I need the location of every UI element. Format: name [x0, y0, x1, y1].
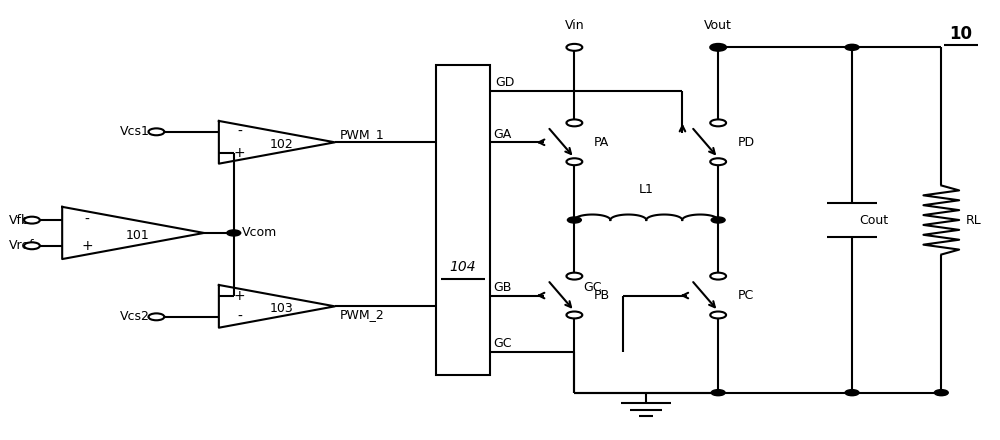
Text: PWM_1: PWM_1 [340, 128, 385, 141]
Text: Vref: Vref [9, 239, 35, 252]
Text: +: + [234, 289, 245, 303]
Text: PC: PC [738, 289, 754, 302]
Text: -: - [237, 125, 242, 139]
Text: 102: 102 [270, 138, 294, 151]
Circle shape [710, 273, 726, 279]
Circle shape [710, 44, 726, 51]
Circle shape [710, 312, 726, 319]
Circle shape [710, 119, 726, 126]
Circle shape [567, 217, 581, 223]
Circle shape [934, 390, 948, 396]
Text: PWM_2: PWM_2 [340, 308, 385, 321]
Circle shape [845, 44, 859, 50]
Text: PD: PD [738, 136, 755, 149]
Circle shape [148, 313, 164, 320]
Text: PB: PB [594, 289, 610, 302]
Text: Cout: Cout [859, 213, 888, 227]
Text: +: + [234, 146, 245, 160]
Circle shape [566, 44, 582, 51]
Text: Vcom: Vcom [242, 227, 277, 239]
Circle shape [711, 217, 725, 223]
Text: PA: PA [594, 136, 609, 149]
Text: RL: RL [966, 213, 982, 227]
Text: Vcs2: Vcs2 [120, 310, 150, 323]
Circle shape [148, 128, 164, 135]
Text: GB: GB [493, 281, 511, 294]
Circle shape [24, 216, 40, 224]
Circle shape [710, 158, 726, 165]
Text: 103: 103 [270, 302, 294, 315]
Text: 104: 104 [450, 260, 476, 274]
Circle shape [711, 44, 725, 50]
Text: L1: L1 [639, 183, 654, 196]
Text: Vfb: Vfb [9, 214, 30, 227]
Text: +: + [81, 239, 93, 253]
Text: -: - [237, 310, 242, 324]
Circle shape [566, 273, 582, 279]
Circle shape [845, 390, 859, 396]
Text: GC: GC [493, 337, 512, 350]
Circle shape [711, 390, 725, 396]
Text: Vout: Vout [704, 19, 732, 32]
Circle shape [566, 158, 582, 165]
Text: GD: GD [495, 76, 514, 89]
Bar [436, 65, 490, 375]
Text: 10: 10 [950, 26, 973, 44]
Circle shape [227, 230, 241, 236]
Text: GA: GA [493, 128, 511, 141]
Text: Vcs1: Vcs1 [120, 125, 150, 138]
Circle shape [566, 312, 582, 319]
Text: GC: GC [583, 281, 602, 294]
Text: Vin: Vin [565, 19, 584, 32]
Text: -: - [85, 213, 90, 227]
Circle shape [24, 242, 40, 249]
Text: 101: 101 [126, 229, 150, 242]
Circle shape [566, 119, 582, 126]
